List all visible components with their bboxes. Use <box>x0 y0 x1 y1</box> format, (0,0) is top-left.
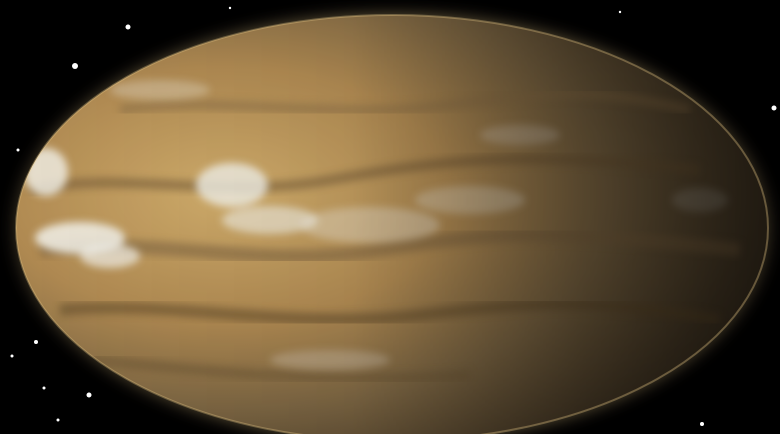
star <box>228 6 232 10</box>
stars <box>10 6 777 426</box>
planet-rim <box>15 14 769 434</box>
star <box>618 10 622 14</box>
star <box>771 105 777 111</box>
star <box>125 24 131 30</box>
star <box>34 340 38 344</box>
star <box>16 148 20 152</box>
star <box>86 392 92 398</box>
star <box>42 386 46 390</box>
star <box>56 418 60 422</box>
star <box>700 422 704 426</box>
star <box>10 354 14 358</box>
star <box>72 63 78 69</box>
